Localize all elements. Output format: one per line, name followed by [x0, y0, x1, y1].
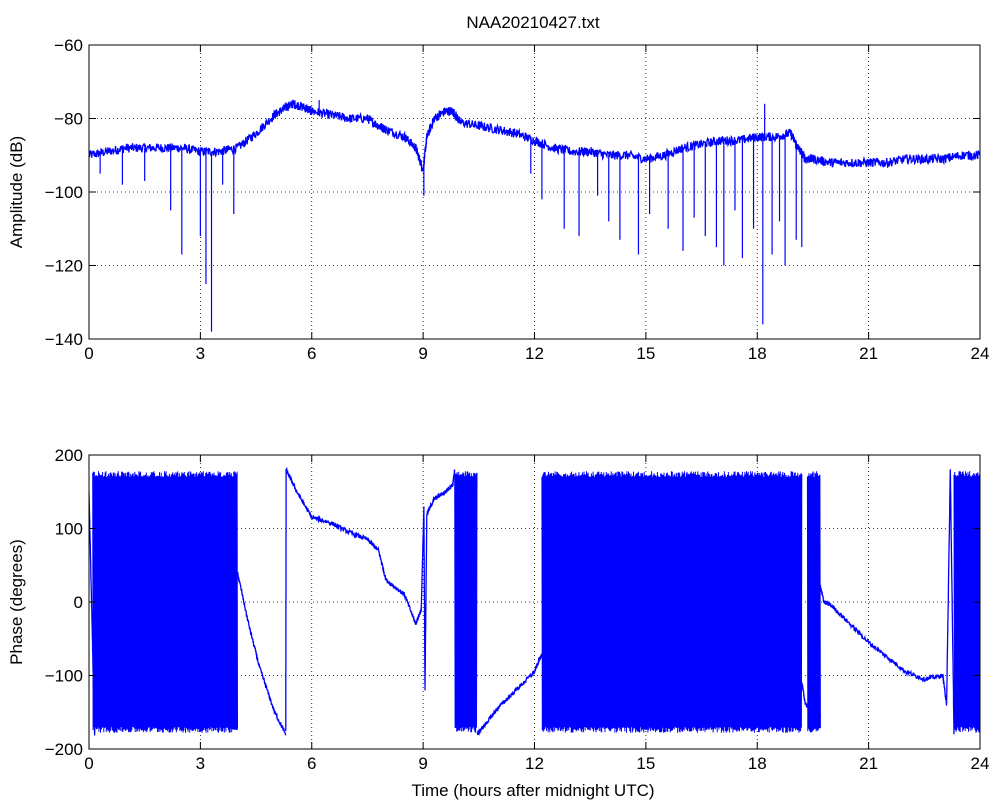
phase-series-line: [285, 467, 456, 731]
phase-ytick-label: 200: [55, 446, 83, 465]
phase-xtick-label: 12: [525, 754, 544, 773]
amplitude-xtick-label: 21: [859, 344, 878, 363]
phase-wrapped-segment: [92, 471, 238, 733]
phase-xtick-label: 21: [859, 754, 878, 773]
phase-series-line: [237, 571, 287, 736]
phase-wrapped-segment: [806, 471, 821, 733]
amplitude-xtick-label: 18: [748, 344, 767, 363]
phase-xtick-label: 9: [418, 754, 427, 773]
phase-ytick-label: −100: [45, 667, 83, 686]
phase-xtick-label: 3: [196, 754, 205, 773]
amplitude-xtick-label: 9: [418, 344, 427, 363]
amplitude-series-line: [89, 99, 980, 172]
phase-ticks: 0 3 6 9 12 15 18 21 24 −200 −100 0 100 200: [45, 446, 990, 773]
amplitude-xtick-label: 24: [971, 344, 990, 363]
amplitude-series: [89, 99, 980, 332]
phase-series: [89, 467, 980, 736]
amplitude-xtick-label: 12: [525, 344, 544, 363]
amplitude-ytick-label: −140: [45, 330, 83, 349]
phase-wrapped-segment: [541, 471, 803, 733]
amplitude-xtick-label: 15: [636, 344, 655, 363]
phase-xtick-label: 15: [636, 754, 655, 773]
amplitude-xtick-label: 6: [307, 344, 316, 363]
amplitude-ylabel: Amplitude (dB): [7, 136, 26, 248]
amplitude-panel: 0 3 6 9 12 15 18 21 24 −140 −120 −100 −80 −60 Amplitu…: [7, 36, 989, 363]
phase-xtick-label: 24: [971, 754, 990, 773]
phase-panel: 0 3 6 9 12 15 18 21 24 −200 −100 0 100 200 Phase (deg…: [7, 446, 989, 800]
phase-series-line: [819, 469, 955, 735]
phase-ytick-label: 0: [74, 593, 83, 612]
phase-xtick-label: 6: [307, 754, 316, 773]
phase-series-line: [476, 653, 543, 736]
phase-ytick-label: 100: [55, 520, 83, 539]
amplitude-ytick-label: −120: [45, 257, 83, 276]
phase-xtick-label: 0: [84, 754, 93, 773]
amplitude-ytick-label: −100: [45, 183, 83, 202]
phase-wrapped-segment: [454, 471, 478, 733]
phase-xlabel: Time (hours after midnight UTC): [411, 781, 654, 800]
chart-title: NAA20210427.txt: [466, 13, 600, 32]
phase-ytick-label: −200: [45, 740, 83, 759]
phase-xtick-label: 18: [748, 754, 767, 773]
amplitude-ytick-label: −80: [54, 110, 83, 129]
phase-ylabel: Phase (degrees): [7, 539, 26, 665]
amplitude-xtick-label: 3: [196, 344, 205, 363]
amplitude-grid: [89, 45, 980, 339]
phase-wrapped-segment: [953, 471, 980, 733]
amplitude-ticks: 0 3 6 9 12 15 18 21 24 −140 −120 −100 −80 −60: [45, 36, 990, 363]
amplitude-xtick-label: 0: [84, 344, 93, 363]
amplitude-ytick-label: −60: [54, 36, 83, 55]
